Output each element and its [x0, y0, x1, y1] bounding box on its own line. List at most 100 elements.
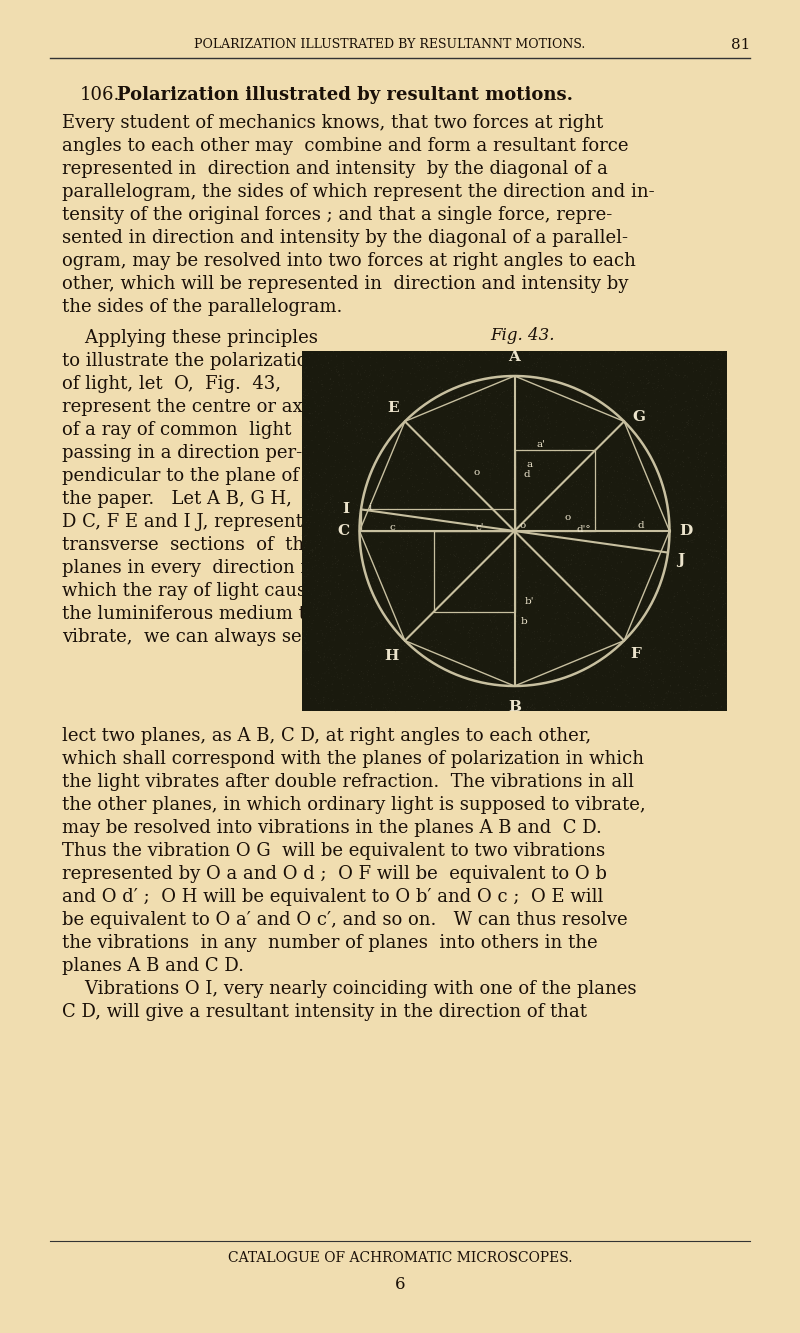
Point	[301, 397, 314, 419]
Point	[442, 517, 455, 539]
Point	[576, 573, 589, 595]
Point	[302, 403, 315, 424]
Point	[454, 556, 467, 577]
Point	[715, 359, 728, 380]
Point	[463, 345, 476, 367]
Point	[651, 651, 664, 672]
Point	[527, 505, 540, 527]
Point	[401, 459, 414, 480]
Point	[385, 491, 398, 512]
Point	[338, 644, 351, 665]
Point	[574, 616, 586, 637]
Point	[378, 413, 391, 435]
Point	[720, 640, 733, 661]
Point	[346, 653, 358, 674]
Point	[677, 361, 690, 383]
Point	[562, 364, 575, 385]
Point	[642, 372, 654, 393]
Point	[507, 409, 520, 431]
Point	[465, 492, 478, 513]
Point	[329, 603, 342, 624]
Point	[476, 563, 489, 584]
Point	[507, 624, 520, 645]
Point	[532, 600, 545, 621]
Point	[582, 596, 595, 617]
Point	[654, 571, 666, 592]
Point	[515, 623, 528, 644]
Point	[312, 372, 325, 393]
Point	[614, 391, 626, 412]
Point	[298, 572, 311, 593]
Point	[461, 367, 474, 388]
Point	[652, 432, 665, 453]
Point	[359, 581, 372, 603]
Point	[358, 693, 371, 714]
Point	[481, 499, 494, 520]
Point	[542, 595, 554, 616]
Point	[507, 539, 520, 560]
Point	[330, 552, 343, 573]
Point	[351, 364, 364, 385]
Point	[562, 689, 574, 710]
Point	[574, 532, 586, 553]
Point	[311, 624, 324, 645]
Point	[371, 364, 384, 385]
Point	[554, 457, 566, 479]
Point	[324, 369, 337, 391]
Point	[350, 384, 363, 405]
Point	[395, 600, 408, 621]
Point	[663, 693, 676, 714]
Point	[550, 577, 563, 599]
Point	[621, 447, 634, 468]
Point	[359, 507, 372, 528]
Point	[338, 389, 351, 411]
Point	[634, 668, 646, 689]
Point	[594, 441, 606, 463]
Point	[437, 392, 450, 413]
Point	[496, 461, 509, 483]
Point	[642, 361, 655, 383]
Point	[491, 455, 504, 476]
Point	[549, 596, 562, 617]
Point	[303, 397, 316, 419]
Point	[397, 521, 410, 543]
Point	[455, 363, 468, 384]
Point	[583, 376, 596, 397]
Point	[693, 660, 706, 681]
Point	[672, 429, 685, 451]
Point	[520, 397, 533, 419]
Point	[360, 524, 373, 545]
Point	[615, 457, 628, 479]
Point	[624, 688, 637, 709]
Point	[366, 697, 378, 718]
Point	[450, 491, 462, 512]
Point	[390, 408, 402, 429]
Point	[562, 615, 574, 636]
Point	[677, 420, 690, 441]
Point	[510, 427, 522, 448]
Point	[579, 412, 592, 433]
Point	[564, 631, 577, 652]
Point	[583, 473, 596, 495]
Point	[568, 351, 581, 372]
Point	[567, 591, 580, 612]
Point	[470, 401, 483, 423]
Point	[497, 371, 510, 392]
Point	[341, 436, 354, 457]
Point	[329, 547, 342, 568]
Point	[534, 451, 546, 472]
Point	[694, 674, 706, 696]
Point	[548, 543, 561, 564]
Point	[427, 565, 440, 587]
Point	[615, 655, 628, 676]
Point	[378, 395, 390, 416]
Point	[337, 364, 350, 385]
Point	[670, 609, 682, 631]
Point	[644, 565, 657, 587]
Point	[470, 509, 483, 531]
Point	[349, 525, 362, 547]
Point	[526, 452, 538, 473]
Point	[465, 445, 478, 467]
Point	[358, 388, 371, 409]
Point	[299, 379, 312, 400]
